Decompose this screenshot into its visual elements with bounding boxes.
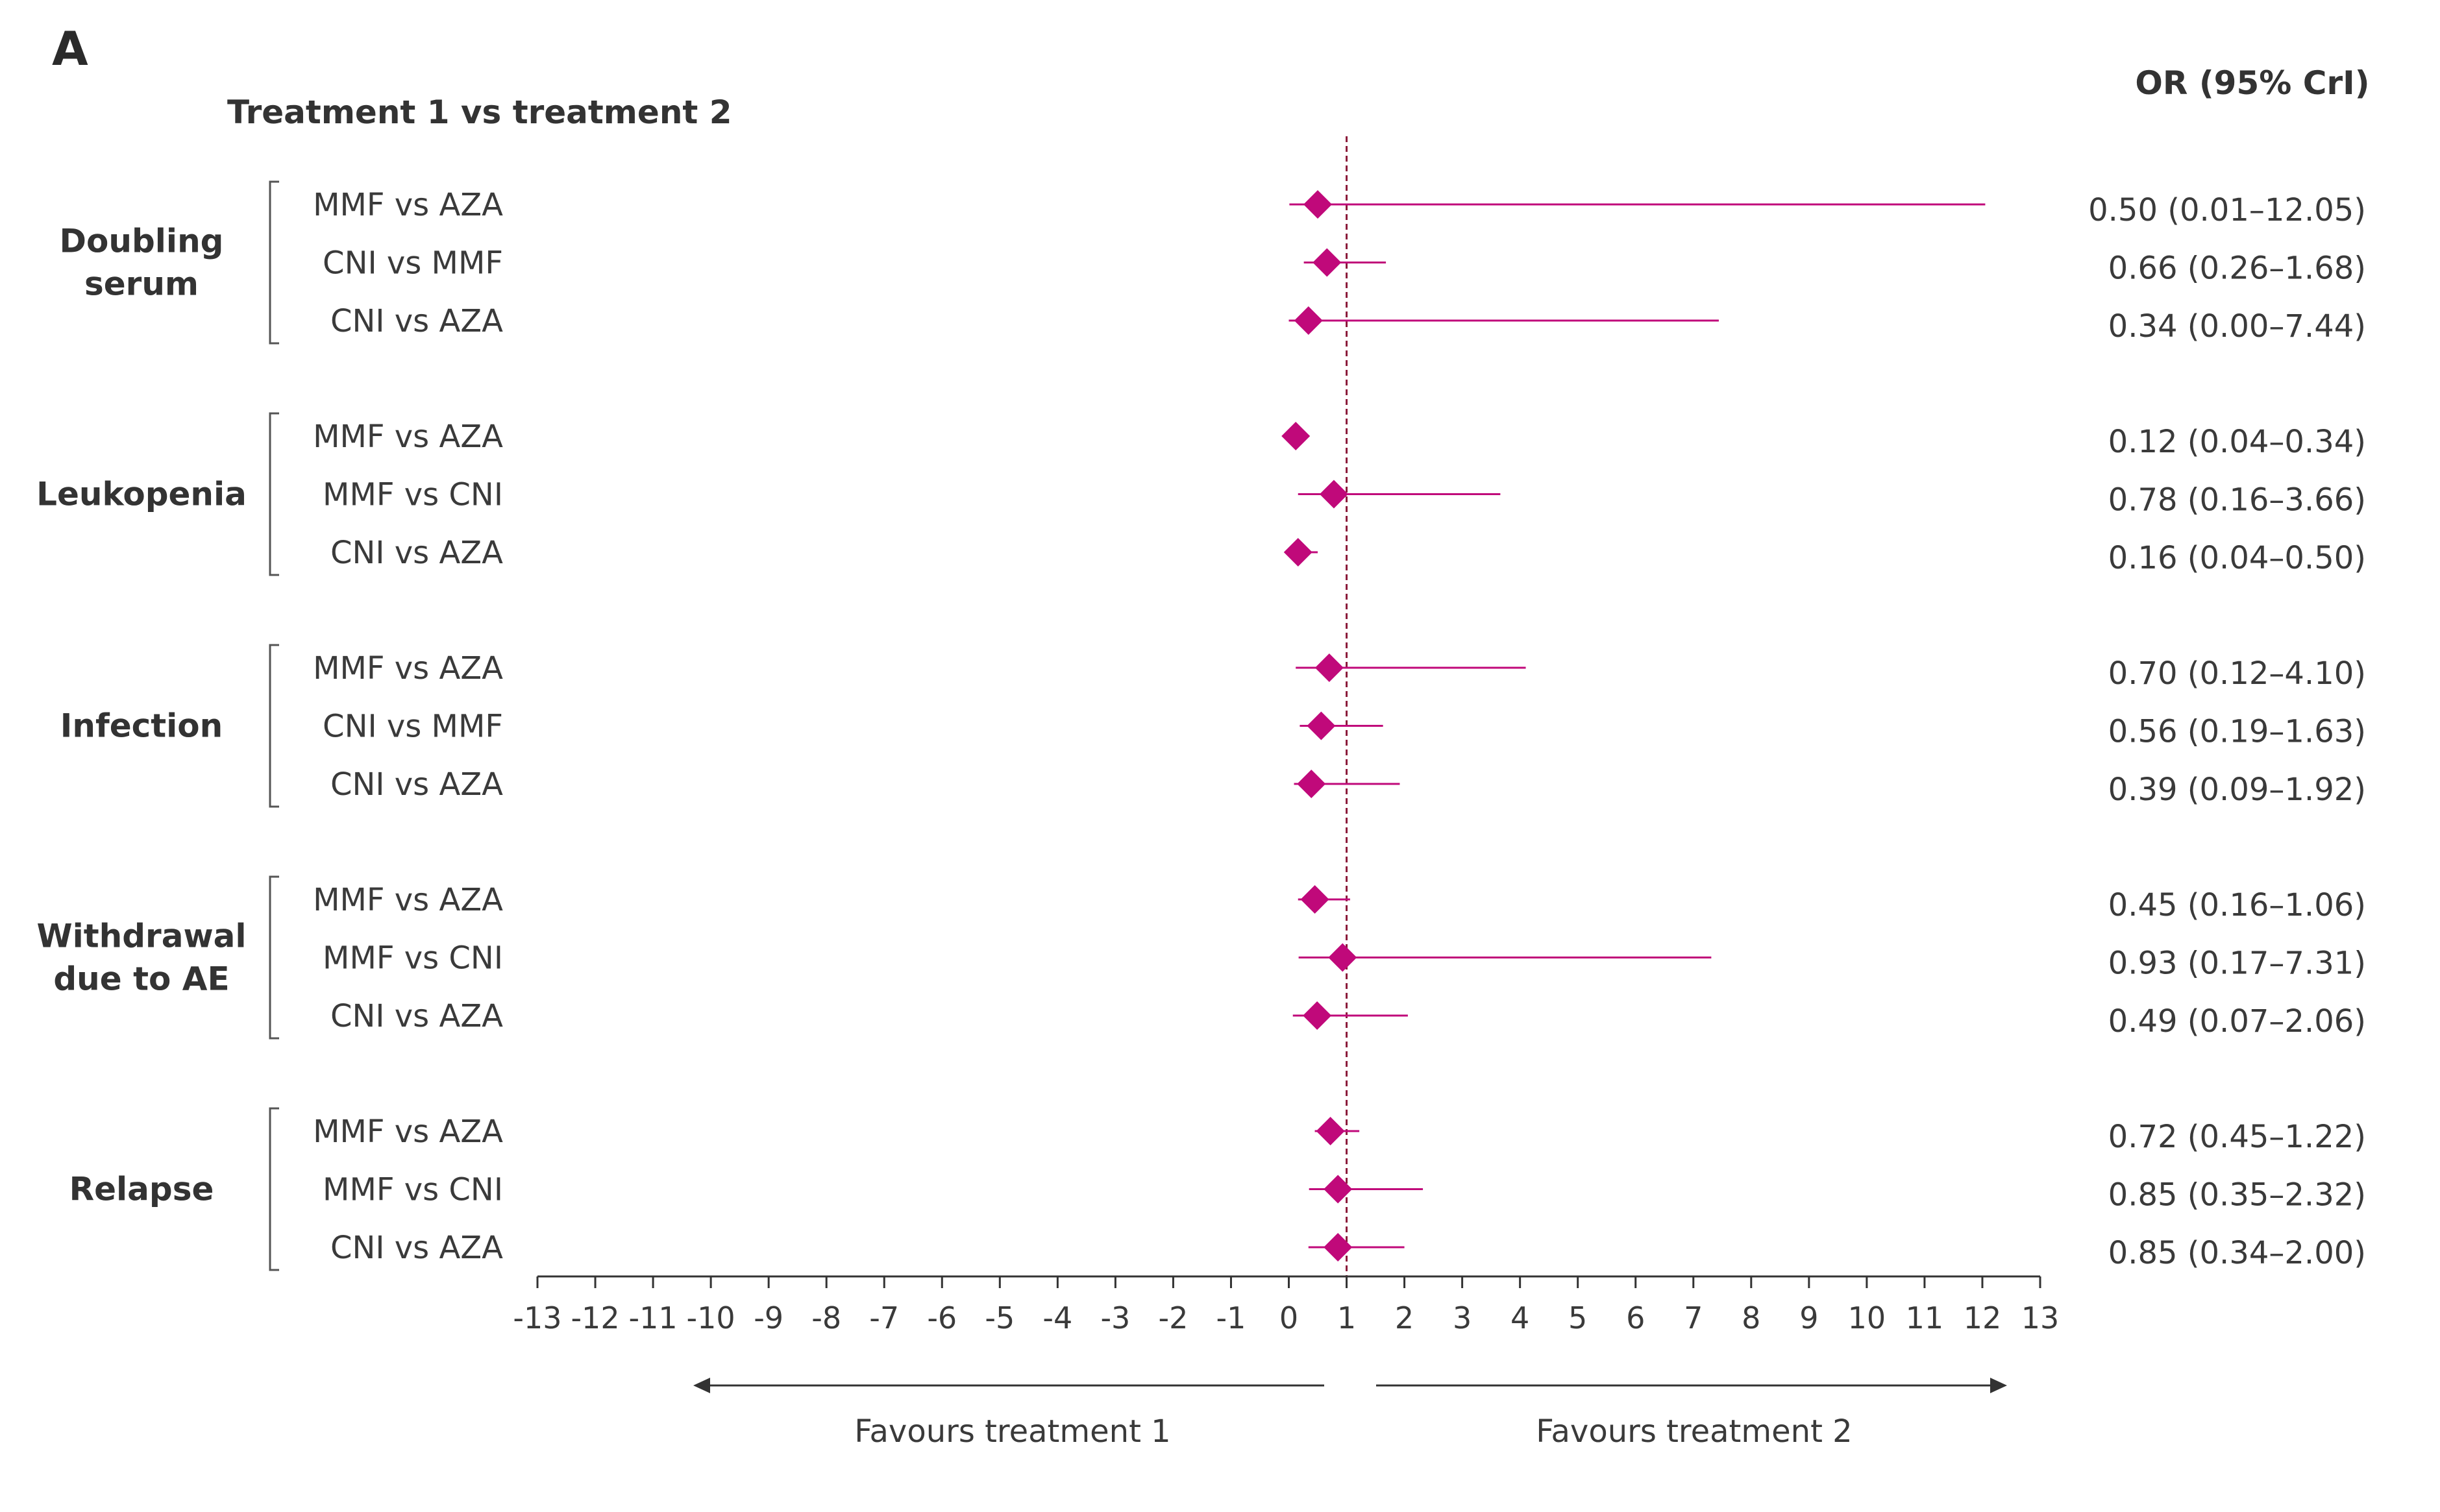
x-tick-label: -11 (629, 1300, 678, 1335)
group-label: Doubling serum (60, 223, 224, 303)
point-estimate-marker (1312, 248, 1342, 277)
group-label: Withdrawal due to AE (36, 918, 246, 998)
x-axis: -13 -12 -11 -10 -9 -8 -7 -6 -5 -4 -3 -2 -1 0 1 2 3 4 5 6 7 8 9… (513, 1275, 2060, 1335)
x-tick-label: 8 (1742, 1300, 1760, 1335)
x-tick-label: 7 (1684, 1300, 1703, 1335)
x-tick-label: 10 (1848, 1300, 1886, 1335)
group-label: Infection (60, 707, 223, 745)
point-estimate-marker (1324, 1233, 1353, 1262)
x-tick-label: -10 (687, 1300, 735, 1335)
x-tick-label: -7 (869, 1300, 899, 1335)
or-ci-value: 0.93 (0.17–7.31) (2108, 945, 2366, 982)
x-tick-label: 1 (1337, 1300, 1356, 1335)
x-tick-label: 5 (1568, 1300, 1587, 1335)
group-bracket (269, 875, 279, 1040)
marks-layer (1281, 190, 1986, 1262)
or-ci-value: 0.45 (0.16–1.06) (2108, 887, 2366, 923)
comparison-label: MMF vs AZA (313, 1114, 503, 1150)
x-tick-label: 13 (2021, 1300, 2060, 1335)
comparison-label: MMF vs CNI (323, 477, 503, 513)
x-tick-label: 12 (1964, 1300, 2002, 1335)
or-ci-value: 0.12 (0.04–0.34) (2108, 424, 2366, 460)
group-label: Relapse (69, 1171, 214, 1208)
comparison-label: CNI vs AZA (330, 766, 503, 803)
or-ci-value: 0.50 (0.01–12.05) (2088, 192, 2366, 228)
point-estimate-marker (1319, 480, 1348, 509)
or-ci-value: 0.72 (0.45–1.22) (2108, 1119, 2366, 1155)
point-estimate-marker (1324, 1175, 1353, 1204)
x-tick-label: 0 (1279, 1300, 1298, 1335)
comparison-label: MMF vs AZA (313, 187, 503, 223)
or-ci-value: 0.16 (0.04–0.50) (2108, 540, 2366, 576)
x-tick-label: 3 (1453, 1300, 1472, 1335)
x-tick-label: 4 (1510, 1300, 1529, 1335)
header-or-ci: OR (95% CrI) (2135, 64, 2369, 102)
point-estimate-marker (1307, 711, 1336, 740)
x-tick-label: -2 (1158, 1300, 1188, 1335)
favours-left-label: Favours treatment 1 (854, 1413, 1170, 1450)
point-estimate-marker (1328, 943, 1357, 972)
favours-right-arrowhead (1990, 1378, 2007, 1393)
point-estimate-marker (1281, 422, 1311, 450)
x-tick-label: -1 (1216, 1300, 1246, 1335)
comparison-label: CNI vs AZA (330, 535, 503, 571)
favours-annotation: Favours treatment 1 Favours treatment 2 (693, 1378, 2007, 1450)
x-tick-label: 11 (1906, 1300, 1944, 1335)
or-ci-value: 0.70 (0.12–4.10) (2108, 655, 2366, 692)
x-tick-label: -6 (927, 1300, 957, 1335)
point-estimate-marker (1283, 538, 1312, 567)
x-tick-label: -8 (811, 1300, 841, 1335)
x-tick-label: -12 (571, 1300, 619, 1335)
x-tick-label: -9 (754, 1300, 783, 1335)
x-tick-label: 6 (1626, 1300, 1645, 1335)
favours-right-label: Favours treatment 2 (1536, 1413, 1852, 1450)
comparison-label: MMF vs AZA (313, 650, 503, 687)
comparison-label: MMF vs AZA (313, 419, 503, 455)
point-estimate-marker (1300, 885, 1329, 914)
x-tick-label: -4 (1042, 1300, 1072, 1335)
x-tick-label: -5 (985, 1300, 1015, 1335)
or-ci-value: 0.56 (0.19–1.63) (2108, 714, 2366, 750)
point-estimate-marker (1303, 1001, 1332, 1030)
or-ci-value: 0.34 (0.00–7.44) (2108, 308, 2366, 345)
point-estimate-marker (1303, 190, 1333, 219)
comparison-label: MMF vs CNI (323, 940, 503, 977)
or-ci-value: 0.78 (0.16–3.66) (2108, 482, 2366, 518)
comparison-label: CNI vs AZA (330, 998, 503, 1034)
group-bracket (269, 180, 279, 345)
comparison-label: MMF vs AZA (313, 882, 503, 918)
panel-label: A (52, 21, 88, 76)
x-tick-label: 2 (1395, 1300, 1414, 1335)
or-ci-value: 0.85 (0.34–2.00) (2108, 1235, 2366, 1271)
favours-left-arrowhead (693, 1378, 710, 1393)
point-estimate-marker (1316, 1117, 1345, 1145)
comparison-label: CNI vs AZA (330, 1230, 503, 1266)
group-bracket (269, 1107, 279, 1271)
group-bracket (269, 412, 279, 576)
x-tick-label: -13 (513, 1300, 561, 1335)
point-estimate-marker (1294, 306, 1323, 335)
x-tick-label: -3 (1100, 1300, 1130, 1335)
comparison-label: MMF vs CNI (323, 1172, 503, 1208)
group-label: Leukopenia (36, 476, 247, 513)
groups-layer: Doubling serum MMF vs AZA 0.50 (0.01–12.05)… (36, 180, 2366, 1271)
x-tick-label: 9 (1799, 1300, 1818, 1335)
header-treatment-comparison: Treatment 1 vs treatment 2 (227, 93, 732, 131)
or-ci-value: 0.66 (0.26–1.68) (2108, 250, 2366, 287)
comparison-label: CNI vs AZA (330, 303, 503, 339)
or-ci-value: 0.39 (0.09–1.92) (2108, 772, 2366, 808)
point-estimate-marker (1297, 770, 1326, 798)
or-ci-value: 0.49 (0.07–2.06) (2108, 1003, 2366, 1040)
group-bracket (269, 644, 279, 808)
point-estimate-marker (1314, 653, 1344, 682)
comparison-label: CNI vs MMF (323, 245, 503, 282)
or-ci-value: 0.85 (0.35–2.32) (2108, 1177, 2366, 1213)
comparison-label: CNI vs MMF (323, 709, 503, 745)
